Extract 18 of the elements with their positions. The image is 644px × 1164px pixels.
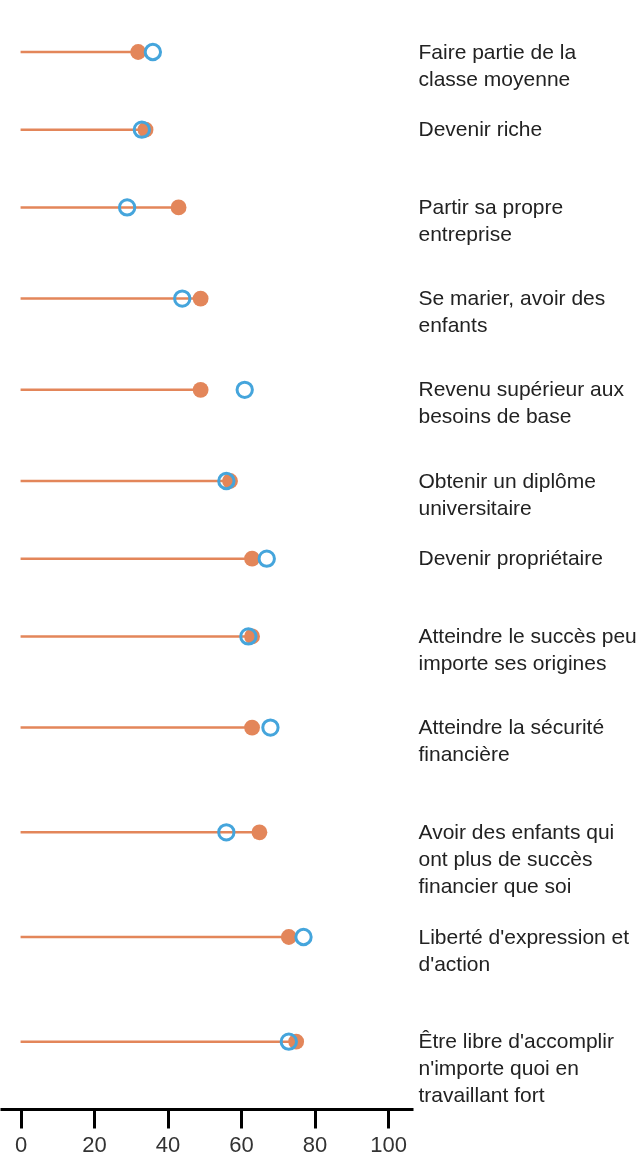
y-tick-label: Être libre d'accomplir n'importe quoi en travaillant fort [418, 1029, 614, 1107]
y-tick-label: Liberté d'expression et d'action [418, 924, 630, 975]
x-tick-label: 100 [370, 1131, 407, 1157]
x-tick-label: 60 [229, 1131, 254, 1157]
y-tick-label: Revenu supérieur aux besoins de base [418, 377, 625, 428]
x-tick-label: 20 [82, 1131, 107, 1157]
y-tick-label: Partir sa propre entreprise [418, 194, 564, 245]
y-tick-label: Atteindre la sécurité financière [418, 715, 605, 766]
x-tick-label: 40 [155, 1131, 181, 1157]
y-tick-label: Faire partie de la classe moyenne [418, 39, 577, 90]
y-tick-label: Obtenir un diplôme universitaire [418, 468, 596, 519]
y-tick-label: Atteindre le succès peu importe ses origines [418, 623, 637, 674]
y-tick-label: Devenir propriétaire [418, 546, 603, 570]
y-tick-label: Devenir riche [418, 117, 543, 141]
x-tick-label: 80 [302, 1131, 328, 1157]
y-tick-label: Se marier, avoir des enfants [418, 286, 606, 337]
y-tick-label: Avoir des enfants qui ont plus de succès financier que soi [418, 819, 615, 897]
x-tick-label: 0 [14, 1131, 28, 1157]
